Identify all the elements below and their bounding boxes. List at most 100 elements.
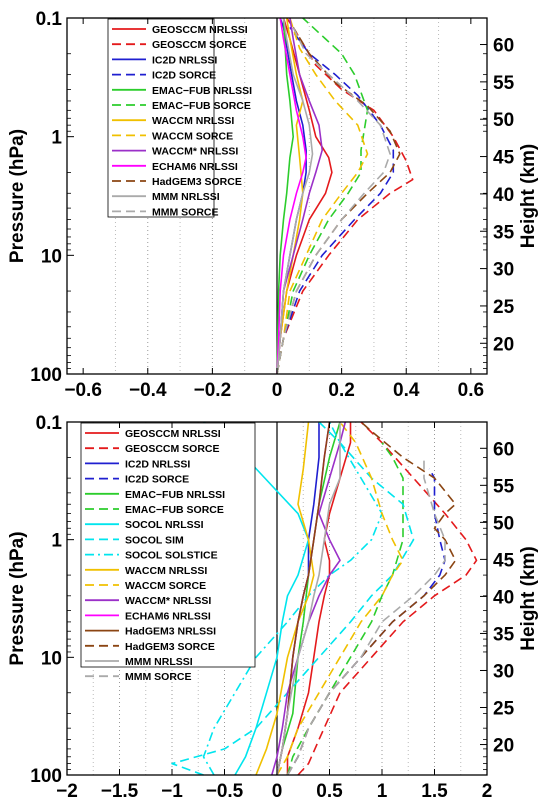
x-tick-label: 0 [272,781,283,802]
legend-label: GEOSCCM SORCE [125,443,220,455]
legend-label: GEOSCCM SORCE [152,39,247,51]
legend-label: WACCM* NRLSSI [152,146,238,158]
x-tick-label: 2 [482,781,493,802]
x-tick-label: −0.5 [206,781,244,802]
y-axis-title-left: Pressure (hPa) [7,531,28,665]
legend-label: SOCOL SOLSTICE [125,550,218,562]
height-tick-label: 25 [493,699,515,720]
height-tick-label: 30 [493,260,514,281]
legend-label: IC2D SORCE [152,70,216,82]
height-tick-label: 40 [493,587,514,608]
legend-label: IC2D NRLSSI [125,458,190,470]
legend-label: SOCOL NRLSSI [125,519,204,531]
legend-label: EMAC−FUB NRLSSI [152,85,252,97]
x-tick-label: 1.5 [421,781,448,802]
x-tick-label: 0.5 [316,781,343,802]
legend-label: HadGEM3 SORCE [125,641,215,653]
height-tick-label: 25 [493,297,515,318]
legend-label: GEOSCCM NRLSSI [152,24,248,36]
series-line [286,468,446,776]
y-axis-title-left: Pressure (hPa) [7,129,28,263]
legend-label: WACCM NRLSSI [125,565,207,577]
series-line [202,421,383,776]
legend-label: WACCM NRLSSI [152,115,234,127]
height-tick-label: 45 [493,550,515,571]
x-tick-label: 0.4 [393,380,420,401]
height-tick-label: 35 [493,222,515,243]
x-tick-label: −1.5 [101,781,139,802]
height-tick-label: 55 [493,476,515,497]
series-line [276,17,414,375]
y-tick-label: 10 [41,648,62,669]
y-tick-label: 10 [41,246,62,267]
legend-label: MMM NRLSSI [152,191,220,203]
series-line [271,421,347,776]
x-tick-label: −2 [56,781,78,802]
legend-label: WACCM SORCE [152,130,233,142]
height-tick-label: 60 [493,439,514,460]
height-tick-label: 60 [493,36,514,57]
x-tick-label: −1 [161,781,183,802]
height-tick-label: 50 [493,110,514,131]
legend-label: WACCM* NRLSSI [125,595,211,607]
height-tick-label: 45 [493,148,515,169]
series-line [276,17,314,375]
series-line [286,442,404,776]
x-tick-label: −0.6 [64,380,102,401]
y-tick-label: 0.1 [36,413,63,434]
legend-label: IC2D SORCE [125,474,189,486]
series-line [276,17,369,375]
series-line [202,421,310,776]
legend-box [107,18,215,218]
legend-label: EMAC−FUB SORCE [152,100,251,112]
y-tick-label: 1 [51,531,62,552]
y-tick-label: 0.1 [36,9,63,30]
chart-panel-2: GEOSCCM NRLSSI GEOSCCM SORCE IC2D NRLSSI IC… [7,413,539,802]
x-tick-label: 1 [377,781,388,802]
x-tick-label: −0.4 [129,380,167,401]
legend-label: EMAC−FUB NRLSSI [125,489,225,501]
series-line [276,422,341,776]
legend-label: EMAC−FUB SORCE [125,504,224,516]
legend-label: ECHAM6 NRLSSI [125,610,211,622]
series-line [276,17,323,375]
series-line [276,17,369,375]
legend-label: MMM NRLSSI [125,656,193,668]
legend-label: HadGEM3 NRLSSI [125,626,216,638]
y-tick-label: 100 [30,766,62,787]
y-tick-label: 1 [51,128,62,149]
height-tick-label: 20 [493,334,514,355]
legend-label: MMM SORCE [152,206,219,218]
height-tick-label: 30 [493,661,514,682]
height-tick-label: 55 [493,73,515,94]
series-line [255,421,315,776]
series-line [297,421,478,776]
series-line [171,421,415,776]
legend-label: WACCM SORCE [125,580,206,592]
height-tick-label: 35 [493,624,515,645]
x-tick-label: 0.2 [328,380,354,401]
series-line [276,17,294,375]
x-tick-label: 0.6 [458,380,484,401]
height-tick-label: 20 [493,736,514,757]
x-tick-label: −0.2 [194,380,232,401]
legend-label: HadGEM3 SORCE [152,176,242,188]
x-tick-label: 0 [272,380,283,401]
legend-label: MMM SORCE [125,671,192,683]
legend-label: ECHAM6 NRLSSI [152,161,238,173]
chart-panel-1: GEOSCCM NRLSSI GEOSCCM SORCE IC2D NRLSSI IC… [7,9,539,401]
series-line [276,17,333,375]
series-line [276,26,395,375]
legend-label: GEOSCCM NRLSSI [125,428,221,440]
height-tick-label: 50 [493,513,514,534]
legend-label: IC2D NRLSSI [152,54,217,66]
series-line [276,421,404,776]
y-axis-title-right: Height (km) [518,546,539,651]
height-tick-label: 40 [493,185,514,206]
y-axis-title-right: Height (km) [518,144,539,249]
series-line [276,27,391,375]
series-line [276,17,307,375]
legend-label: SOCOL SIM [125,534,184,546]
series-line [286,422,352,775]
